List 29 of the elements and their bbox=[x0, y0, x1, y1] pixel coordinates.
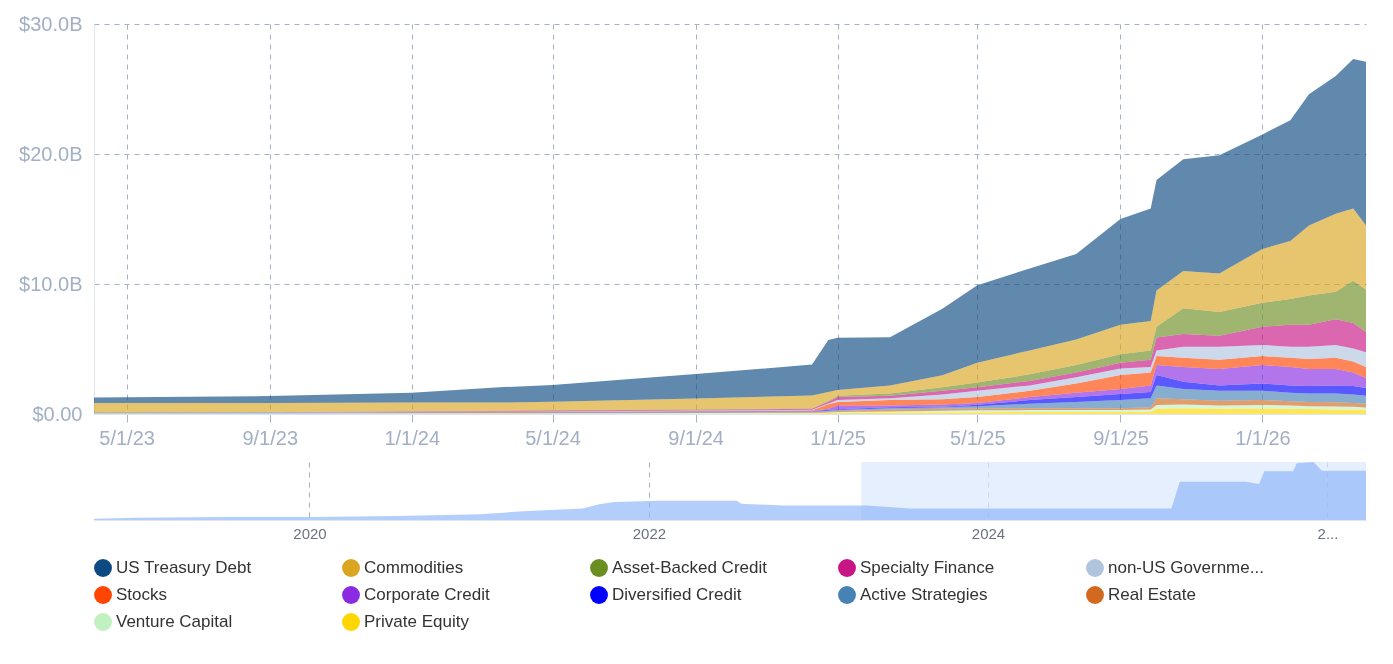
x-tick-label: 5/1/24 bbox=[525, 426, 581, 449]
legend-label: Commodities bbox=[364, 558, 464, 578]
x-tick-label: 1/1/26 bbox=[1235, 426, 1291, 449]
legend-label: Stocks bbox=[116, 585, 168, 604]
legend-label: Venture Capital bbox=[116, 612, 233, 631]
x-tick-label: 2... bbox=[1317, 524, 1339, 542]
legend-label: Diversified Credit bbox=[612, 585, 742, 604]
x-tick-label: 2024 bbox=[971, 524, 1006, 542]
x-tick-label: 5/1/25 bbox=[950, 426, 1006, 449]
x-tick-label: 1/1/25 bbox=[810, 426, 866, 449]
legend-label: Private Equity bbox=[364, 612, 470, 631]
y-tick-label: $0.00 bbox=[32, 402, 83, 425]
x-tick-label: 1/1/24 bbox=[384, 426, 441, 449]
legend-label: Real Estate bbox=[1108, 585, 1196, 604]
legend-label: US Treasury Debt bbox=[116, 558, 252, 578]
y-tick-label: $20.0B bbox=[19, 142, 83, 165]
x-tick-label: 9/1/23 bbox=[242, 426, 299, 449]
legend-label: Specialty Finance bbox=[860, 558, 995, 578]
y-tick-label: $30.0B bbox=[19, 12, 83, 35]
legend-label: Corporate Credit bbox=[364, 585, 490, 604]
x-tick-label: 5/1/23 bbox=[99, 426, 155, 449]
legend-label: non-US Governme... bbox=[1108, 558, 1264, 578]
legend-label: Active Strategies bbox=[860, 585, 988, 604]
x-tick-label: 9/1/25 bbox=[1093, 426, 1149, 449]
x-tick-label: 2022 bbox=[632, 524, 667, 542]
x-tick-label: 2020 bbox=[293, 524, 327, 542]
legend-label: Asset-Backed Credit bbox=[612, 558, 768, 578]
y-tick-label: $10.0B bbox=[19, 272, 83, 295]
x-tick-label: 9/1/24 bbox=[668, 426, 724, 449]
